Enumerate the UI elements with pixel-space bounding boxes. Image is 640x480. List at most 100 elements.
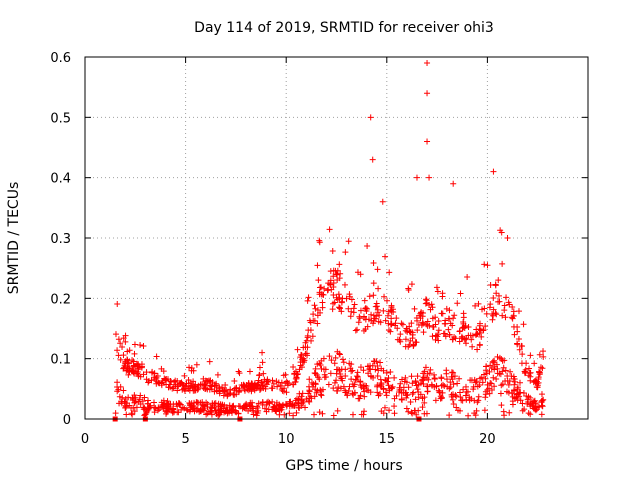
data-point: [471, 410, 478, 417]
data-point: [121, 399, 128, 406]
data-point: [357, 392, 364, 399]
data-point: [449, 376, 456, 383]
data-point: [431, 371, 438, 378]
data-point: [449, 322, 456, 329]
data-point: [374, 389, 381, 396]
data-point: [211, 382, 218, 389]
data-point: [378, 383, 385, 390]
data-point: [422, 364, 429, 371]
data-point: [394, 325, 401, 332]
data-point: [389, 383, 396, 390]
data-point: [482, 391, 489, 398]
data-point: [465, 412, 472, 419]
data-point: [445, 326, 452, 333]
data-point: [192, 387, 199, 394]
data-point: [337, 370, 344, 377]
data-point: [270, 380, 277, 387]
data-point: [240, 404, 247, 411]
data-point: [181, 405, 188, 412]
data-point: [152, 376, 159, 383]
data-point: [414, 373, 421, 380]
data-point: [120, 352, 127, 359]
data-point: [497, 371, 504, 378]
data-point: [377, 319, 384, 326]
data-point: [209, 402, 216, 409]
data-point: [324, 287, 331, 294]
data-point: [383, 369, 390, 376]
data-point: [123, 411, 130, 418]
data-point: [393, 315, 400, 322]
data-point: [334, 271, 341, 278]
data-point: [487, 362, 494, 369]
data-point: [259, 382, 266, 389]
data-point: [413, 314, 420, 321]
data-point: [516, 389, 523, 396]
data-point: [515, 335, 522, 342]
data-point: [402, 336, 409, 343]
data-point: [222, 381, 229, 388]
data-point: [332, 354, 339, 361]
data-point: [366, 366, 373, 373]
data-point: [382, 389, 389, 396]
data-point: [501, 307, 508, 314]
data-point: [259, 399, 266, 406]
data-point: [414, 327, 421, 334]
data-point: [414, 386, 421, 393]
data-point: [195, 382, 202, 389]
grid-lines: [85, 57, 588, 419]
data-point: [392, 320, 399, 327]
data-point: [422, 375, 429, 382]
data-point: [440, 381, 447, 388]
data-point: [137, 400, 144, 407]
data-point: [499, 260, 506, 267]
data-point: [497, 390, 504, 397]
data-point: [360, 367, 367, 374]
data-point: [306, 387, 313, 394]
data-point: [479, 379, 486, 386]
data-point: [338, 308, 345, 315]
data-point: [377, 359, 384, 366]
data-point: [522, 368, 529, 375]
data-point: [432, 332, 439, 339]
data-point: [350, 309, 357, 316]
data-point: [502, 367, 509, 374]
data-point: [336, 304, 343, 311]
data-point: [361, 388, 368, 395]
data-point: [261, 376, 268, 383]
data-point: [424, 138, 431, 145]
data-point: [137, 373, 144, 380]
x-axis-label: GPS time / hours: [285, 458, 402, 474]
data-point: [436, 388, 443, 395]
data-point: [535, 368, 542, 375]
data-point: [212, 407, 219, 414]
data-point: [450, 401, 457, 408]
data-point: [419, 395, 426, 402]
data-point: [193, 361, 200, 368]
data-point: [529, 400, 536, 407]
y-tick-label: 0.5: [50, 111, 71, 126]
data-point: [120, 387, 127, 394]
data-point: [122, 404, 129, 411]
data-point: [174, 409, 181, 416]
data-point: [311, 302, 318, 309]
data-point: [356, 313, 363, 320]
data-point: [456, 375, 463, 382]
data-point: [385, 327, 392, 334]
data-point: [384, 312, 391, 319]
data-point: [501, 412, 508, 419]
data-point: [126, 368, 133, 375]
data-point: [473, 326, 480, 333]
data-point: [424, 60, 431, 67]
data-point: [336, 350, 343, 357]
data-point: [116, 400, 123, 407]
data-point: [214, 371, 221, 378]
data-point: [236, 370, 243, 377]
data-point: [291, 402, 298, 409]
data-point: [429, 382, 436, 389]
data-point: [435, 318, 442, 325]
data-point: [462, 383, 469, 390]
data-point: [342, 249, 349, 256]
data-point: [381, 404, 388, 411]
data-point: [181, 372, 188, 379]
data-point: [391, 410, 398, 417]
